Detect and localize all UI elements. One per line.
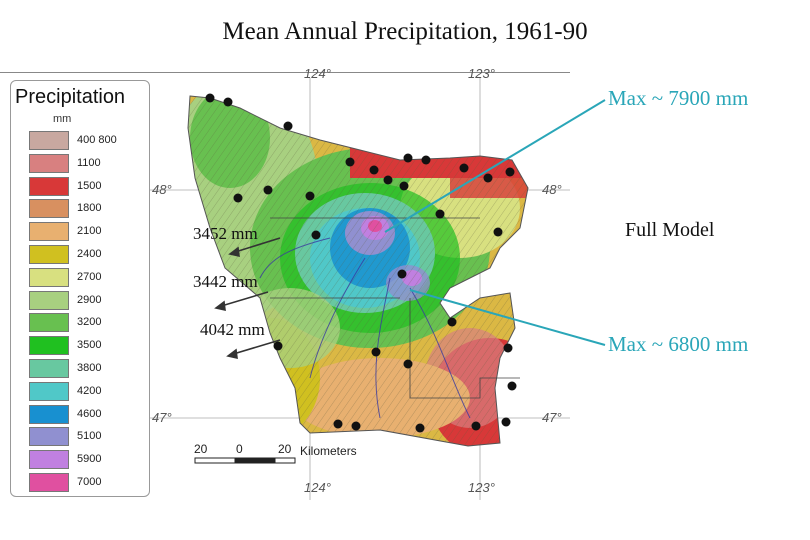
- top-divider: [0, 72, 570, 73]
- legend-swatch: [29, 199, 69, 219]
- lat-label-right-47: 47°: [542, 410, 562, 425]
- lat-label-right-48: 48°: [542, 182, 562, 197]
- legend-swatch: [29, 245, 69, 264]
- legend-label: 5900: [77, 453, 102, 466]
- legend-swatch: [29, 176, 69, 196]
- legend-label: 2400: [77, 248, 102, 260]
- legend-swatch: [29, 450, 69, 470]
- legend-swatch: [29, 359, 69, 378]
- legend-item: 1500: [29, 176, 149, 196]
- legend-item: 3200: [29, 313, 149, 333]
- legend-swatch: [29, 153, 69, 173]
- legend-label: 1100: [77, 156, 101, 169]
- legend-swatch: [29, 473, 69, 492]
- scale-bar: [194, 457, 296, 464]
- station-label-1: 3452 mm: [193, 224, 258, 243]
- legend-item: 1100: [29, 153, 149, 173]
- legend-swatch: [29, 313, 69, 333]
- legend-swatch: [29, 267, 69, 287]
- legend-label: 3500: [77, 339, 102, 352]
- legend-item: 2100: [29, 222, 149, 242]
- legend-label: 2900: [77, 293, 102, 306]
- legend-item: 4600: [29, 404, 149, 424]
- legend-item: 3500: [29, 336, 149, 356]
- lon-label-top-123: 123°: [468, 66, 495, 81]
- scale-unit: Kilometers: [300, 444, 357, 458]
- legend-label: 1800: [77, 202, 102, 215]
- lon-label-bottom-124: 124°: [304, 480, 331, 495]
- legend-label: 1500: [77, 179, 102, 192]
- legend-swatch: [29, 290, 69, 310]
- legend-item: 5100: [29, 427, 149, 447]
- legend-label: 4200: [77, 384, 102, 397]
- full-model-label: Full Model: [625, 219, 715, 241]
- max-south-label: Max ~ 6800 mm: [608, 332, 749, 356]
- lat-label-left-48: 48°: [152, 182, 172, 197]
- legend-swatch: [29, 222, 69, 242]
- legend-label: 5100: [77, 430, 102, 443]
- page-title: Mean Annual Precipitation, 1961-90: [222, 18, 588, 45]
- legend-label: 400 800: [77, 134, 117, 146]
- legend-swatch: [29, 404, 69, 424]
- legend-item: 400 800: [29, 131, 149, 150]
- legend-item: 3800: [29, 359, 149, 378]
- legend-swatch: [29, 381, 69, 401]
- lat-label-left-47: 47°: [152, 410, 172, 425]
- lon-label-bottom-123: 123°: [468, 480, 495, 495]
- legend-swatch: [29, 131, 69, 150]
- max-north-label: Max ~ 7900 mm: [608, 86, 749, 110]
- legend-label: 2100: [77, 225, 102, 238]
- legend-swatch: [29, 336, 69, 356]
- legend-item: 2900: [29, 290, 149, 310]
- legend-item: 2700: [29, 267, 149, 287]
- legend-label: 3800: [77, 362, 102, 374]
- legend-label: 2700: [77, 270, 102, 283]
- legend-item: 1800: [29, 199, 149, 219]
- scale-label-20-right: 20: [278, 442, 292, 456]
- legend-swatch: [29, 427, 69, 447]
- legend-title: Precipitation: [15, 86, 126, 108]
- legend-label: 4600: [77, 407, 102, 420]
- legend-item: 7000: [29, 473, 149, 492]
- legend-item: 5900: [29, 450, 149, 470]
- station-label-2: 3442 mm: [193, 272, 258, 291]
- legend-label: 3200: [77, 316, 102, 329]
- scale-label-0: 0: [236, 442, 243, 456]
- scale-label-20-left: 20: [194, 442, 208, 456]
- legend-item: 2400: [29, 245, 149, 264]
- station-label-3: 4042 mm: [200, 320, 265, 339]
- legend-item: 4200: [29, 381, 149, 401]
- precipitation-legend: Precipitation mm 400 800 1100 1500 1800 2100…: [10, 80, 150, 497]
- legend-label: 7000: [77, 476, 102, 488]
- lon-label-top-124: 124°: [304, 66, 331, 81]
- legend-unit: mm: [53, 113, 72, 125]
